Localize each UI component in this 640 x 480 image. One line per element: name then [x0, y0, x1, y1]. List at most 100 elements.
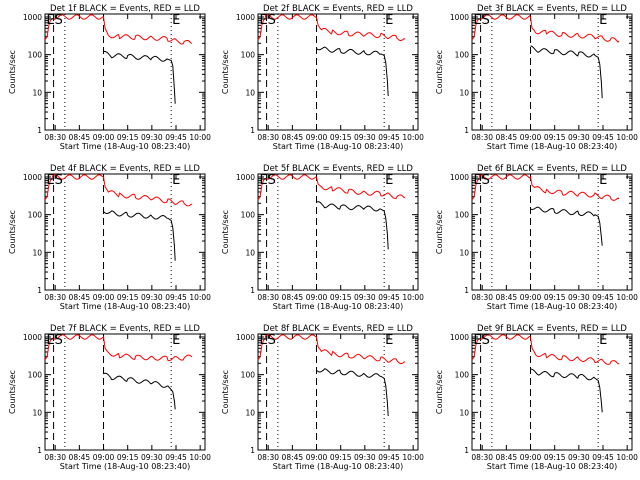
marker-label-e: E — [599, 333, 607, 348]
y-tick-label: 10 — [459, 408, 469, 417]
marker-label-e: E — [385, 333, 393, 348]
events-series-line — [103, 210, 176, 261]
y-axis-label: Counts/sec — [221, 370, 230, 414]
x-tick-label: 09:30 — [354, 453, 376, 462]
x-tick-label: 09:45 — [165, 293, 187, 302]
x-tick-label: 08:45 — [496, 133, 518, 142]
y-tick-label: 1 — [250, 286, 255, 295]
y-tick-label: 10 — [245, 248, 255, 257]
y-tick-label: 10 — [32, 248, 42, 257]
x-tick-label: 10:00 — [402, 453, 424, 462]
events-series-line — [530, 45, 603, 99]
marker-label-s: S — [55, 173, 63, 188]
y-tick-label: 1 — [464, 286, 469, 295]
marker-label-e: E — [599, 13, 607, 28]
y-tick-label: 100 — [28, 51, 43, 60]
y-tick-label: 100 — [455, 51, 470, 60]
x-tick-label: 09:30 — [568, 453, 590, 462]
lld-series-line — [44, 334, 193, 362]
marker-label-e: E — [474, 173, 482, 188]
y-tick-label: 1 — [464, 126, 469, 135]
marker-label-s: S — [268, 173, 276, 188]
panel-det-7: Det 7f BLACK = Events, RED = LLD 08:30 08:… — [8, 324, 211, 471]
chart-title: Det 7f BLACK = Events, RED = LLD — [50, 324, 200, 334]
panel-det-6: Det 6f BLACK = Events, RED = LLD 08:30 08:… — [435, 164, 638, 311]
x-tick-label: 09:45 — [378, 133, 400, 142]
marker-label-e: E — [385, 173, 393, 188]
x-tick-label: 09:15 — [117, 133, 139, 142]
marker-label-s: S — [268, 13, 276, 28]
x-tick-label: 10:00 — [616, 293, 638, 302]
x-axis-label: Start Time (18-Aug-10 08:23:40) — [273, 142, 404, 151]
x-tick-label: 09:30 — [141, 293, 163, 302]
x-tick-label: 09:15 — [330, 293, 352, 302]
x-tick-label: 09:15 — [544, 453, 566, 462]
x-axis-label: Start Time (18-Aug-10 08:23:40) — [60, 142, 191, 151]
chart-title: Det 3f BLACK = Events, RED = LLD — [477, 4, 627, 14]
x-tick-label: 09:45 — [165, 133, 187, 142]
x-tick-label: 09:00 — [93, 133, 115, 142]
x-tick-label: 08:30 — [471, 133, 493, 142]
x-tick-label: 09:00 — [306, 293, 328, 302]
plot-frame — [44, 173, 206, 291]
marker-label-e: E — [47, 173, 55, 188]
y-tick-label: 1000 — [236, 13, 255, 22]
y-tick-label: 1 — [37, 286, 42, 295]
y-axis-label: Counts/sec — [435, 50, 444, 94]
x-tick-label: 08:45 — [69, 293, 91, 302]
marker-label-e: E — [474, 13, 482, 28]
y-tick-label: 100 — [241, 371, 256, 380]
x-tick-label: 08:45 — [69, 453, 91, 462]
marker-label-e: E — [260, 173, 268, 188]
y-tick-label: 10 — [459, 88, 469, 97]
y-tick-label: 10 — [245, 88, 255, 97]
marker-label-s: S — [55, 13, 63, 28]
events-series-line — [316, 368, 389, 417]
plot-frame — [257, 333, 419, 451]
x-tick-label: 09:00 — [93, 293, 115, 302]
chart-title: Det 9f BLACK = Events, RED = LLD — [477, 324, 627, 334]
panel-det-3: Det 3f BLACK = Events, RED = LLD 08:30 08:… — [435, 4, 638, 151]
x-axis-label: Start Time (18-Aug-10 08:23:40) — [60, 462, 191, 471]
y-axis-label: Counts/sec — [435, 370, 444, 414]
x-tick-label: 10:00 — [616, 453, 638, 462]
y-tick-label: 100 — [28, 371, 43, 380]
marker-label-e: E — [260, 333, 268, 348]
chart-title: Det 5f BLACK = Events, RED = LLD — [263, 164, 413, 174]
x-axis-label: Start Time (18-Aug-10 08:23:40) — [60, 302, 191, 311]
x-tick-label: 08:45 — [282, 133, 304, 142]
y-tick-label: 1000 — [23, 333, 42, 342]
x-axis-label: Start Time (18-Aug-10 08:23:40) — [273, 302, 404, 311]
x-tick-label: 09:00 — [306, 133, 328, 142]
y-tick-label: 1000 — [450, 333, 469, 342]
lld-series-line — [257, 174, 406, 200]
x-tick-label: 08:45 — [496, 453, 518, 462]
y-tick-label: 100 — [455, 371, 470, 380]
plot-frame — [471, 13, 633, 131]
events-series-line — [316, 201, 389, 250]
x-tick-label: 09:30 — [354, 293, 376, 302]
x-tick-label: 09:15 — [544, 133, 566, 142]
x-axis-label: Start Time (18-Aug-10 08:23:40) — [487, 142, 618, 151]
y-axis-label: Counts/sec — [8, 50, 17, 94]
lld-series-line — [44, 14, 193, 45]
x-tick-label: 09:15 — [330, 133, 352, 142]
lld-series-line — [257, 14, 406, 41]
x-tick-label: 10:00 — [402, 293, 424, 302]
x-tick-label: 08:30 — [257, 453, 279, 462]
x-tick-label: 10:00 — [189, 293, 211, 302]
chart-title: Det 4f BLACK = Events, RED = LLD — [50, 164, 200, 174]
x-tick-label: 09:45 — [592, 293, 614, 302]
y-axis-label: Counts/sec — [221, 210, 230, 254]
x-axis-label: Start Time (18-Aug-10 08:23:40) — [487, 302, 618, 311]
x-tick-label: 09:00 — [520, 133, 542, 142]
x-axis-label: Start Time (18-Aug-10 08:23:40) — [273, 462, 404, 471]
x-tick-label: 08:30 — [471, 453, 493, 462]
y-axis-label: Counts/sec — [8, 210, 17, 254]
panel-det-2: Det 2f BLACK = Events, RED = LLD 08:30 08:… — [221, 4, 424, 151]
plot-frame — [44, 333, 206, 451]
y-tick-label: 1 — [250, 446, 255, 455]
x-tick-label: 09:15 — [117, 293, 139, 302]
x-tick-label: 09:45 — [165, 453, 187, 462]
